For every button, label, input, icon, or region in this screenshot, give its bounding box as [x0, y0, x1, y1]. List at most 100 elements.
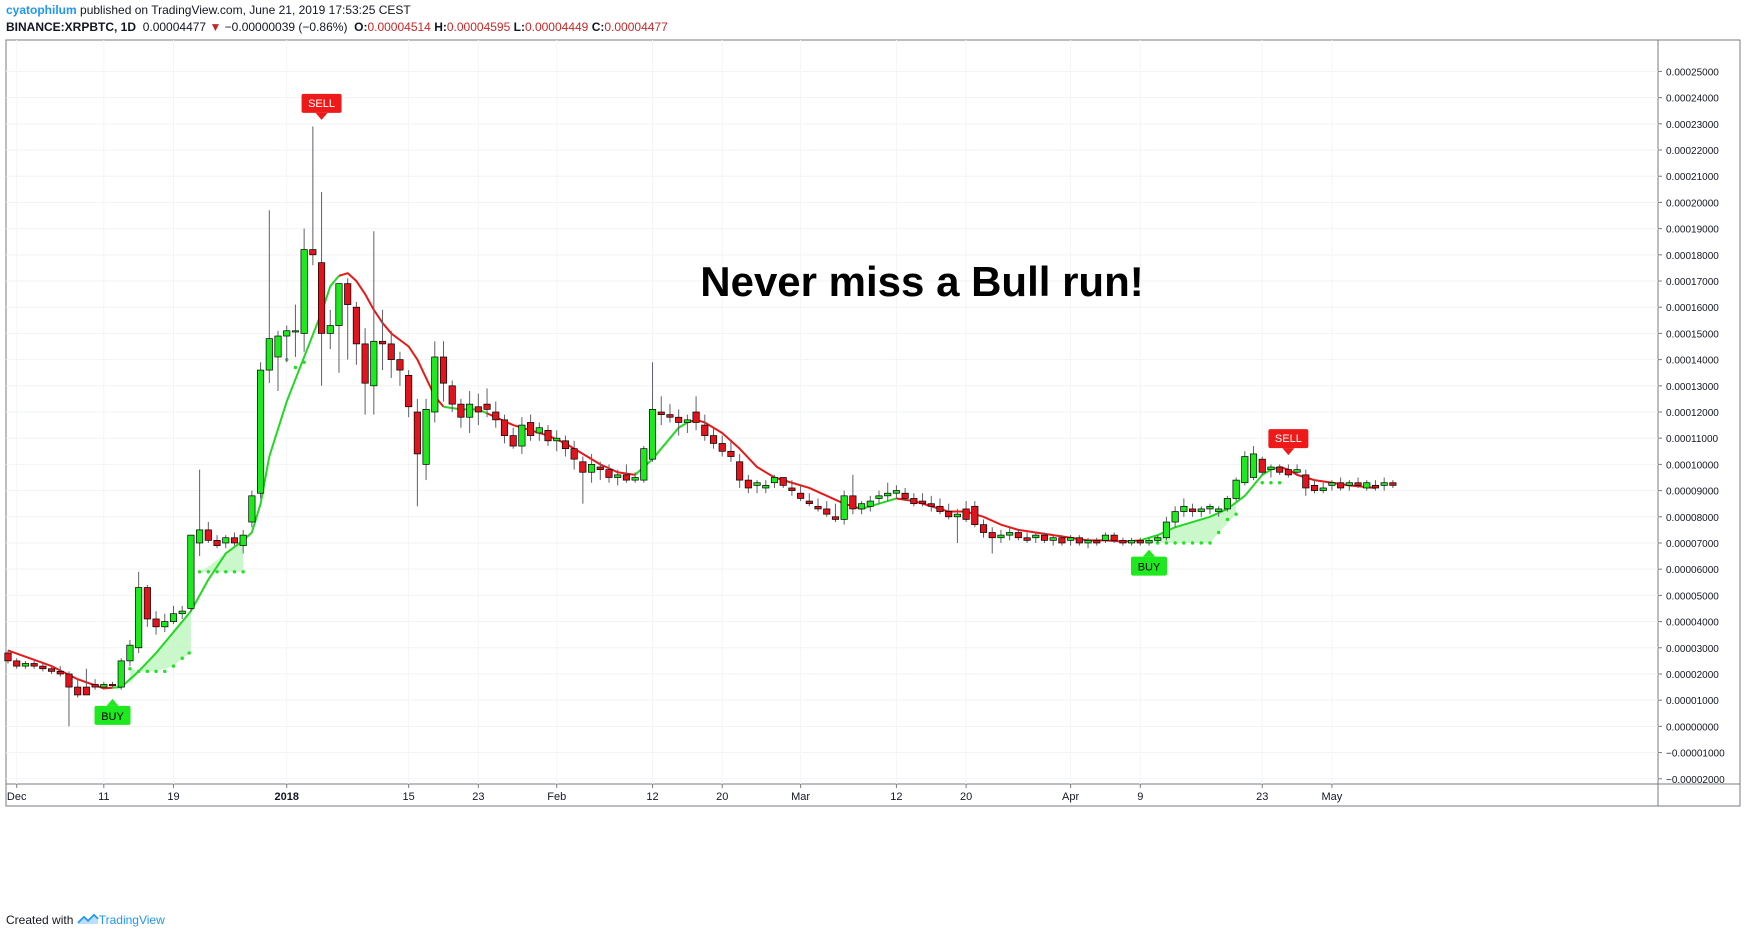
candle-body — [309, 249, 317, 256]
candle-body — [709, 435, 718, 444]
candle-down — [152, 611, 160, 635]
candle-body — [736, 461, 744, 481]
candle-down — [1014, 529, 1022, 541]
trend-fill-area — [129, 503, 1237, 685]
candle-body — [936, 505, 944, 512]
support-dot — [1173, 541, 1177, 545]
candle-down — [492, 401, 500, 428]
candle-body — [744, 479, 752, 489]
x-tick-label: 19 — [167, 791, 179, 803]
candle-up — [248, 490, 256, 528]
candle-body — [701, 424, 709, 436]
candle-down — [344, 278, 352, 360]
candle-body — [1101, 534, 1110, 541]
candle-body — [814, 505, 822, 510]
candle-down — [213, 535, 221, 549]
candle-body — [1154, 537, 1162, 541]
last-price: 0.00004477 — [142, 20, 207, 34]
candle-body — [39, 665, 47, 670]
candle-body — [1162, 521, 1170, 539]
candle-down — [13, 658, 21, 669]
candle-body — [448, 385, 456, 405]
candle-up — [1241, 451, 1249, 486]
support-dot — [1182, 541, 1186, 545]
candle-down — [91, 679, 99, 690]
candle-down — [352, 301, 360, 365]
candle-body — [1276, 466, 1284, 473]
candle-down — [204, 522, 212, 543]
candle-body — [1049, 537, 1057, 541]
candle-up — [1232, 477, 1240, 502]
candle-body — [727, 450, 735, 457]
candle-down — [945, 503, 953, 520]
candle-up — [161, 613, 169, 633]
candle-body — [553, 437, 561, 442]
candle-body — [884, 492, 892, 497]
candle-body — [1345, 482, 1353, 486]
candle-body — [13, 660, 21, 667]
candle-up — [1319, 482, 1327, 494]
candle-body — [1128, 540, 1136, 544]
candle-down — [396, 351, 404, 386]
candle-down — [378, 309, 387, 371]
candle-body — [718, 443, 726, 452]
candle-up — [1032, 532, 1040, 543]
candle-body — [248, 495, 256, 523]
candle-up — [1223, 495, 1231, 512]
author-link[interactable]: cyatophilum — [6, 3, 77, 17]
candle-down — [744, 474, 752, 494]
y-tick-label: 0.00000000 — [1666, 722, 1719, 733]
candle-body — [1093, 540, 1101, 544]
candle-down — [988, 527, 996, 554]
price-change: −0.00000039 (−0.86%) — [224, 20, 348, 34]
y-tick-label: 0.00025000 — [1666, 67, 1719, 78]
publish-text: published on TradingView.com, June 21, 2… — [80, 3, 411, 17]
candle-body — [692, 411, 700, 423]
candle-down — [39, 663, 47, 672]
candle-down — [657, 396, 665, 426]
support-dot — [187, 651, 191, 655]
signal-arrow — [1143, 549, 1156, 557]
y-tick-label: 0.00013000 — [1666, 382, 1719, 393]
candle-body — [82, 686, 90, 696]
tradingview-link[interactable]: TradingView — [98, 913, 165, 927]
candle-body — [918, 500, 927, 505]
close-label: C: — [591, 20, 605, 34]
candle-body — [1232, 479, 1240, 499]
candle-body — [1006, 532, 1014, 536]
y-tick-label: 0.00021000 — [1666, 172, 1719, 183]
candle-body — [500, 419, 509, 436]
x-tick-label: 11 — [98, 791, 109, 803]
candle-up — [1215, 506, 1223, 517]
candle-down — [108, 681, 117, 688]
candle-down — [797, 485, 805, 502]
candle-body — [91, 684, 99, 688]
candle-body — [56, 671, 64, 675]
support-dot — [197, 570, 202, 574]
support-dot — [1260, 481, 1264, 485]
candle-down — [823, 501, 831, 517]
signal-box — [1268, 429, 1309, 449]
y-tick-label: 0.00022000 — [1666, 146, 1719, 157]
buy-signal: BUY — [94, 698, 131, 725]
candle-up — [326, 309, 334, 350]
candle-down — [805, 493, 813, 507]
candle-body — [335, 283, 343, 326]
candle-body — [291, 330, 299, 333]
candle-up — [187, 534, 195, 612]
candle-body — [901, 492, 909, 499]
candle-up — [997, 529, 1005, 543]
support-dot — [145, 669, 150, 674]
candle-up — [518, 417, 526, 454]
support-dot — [1234, 512, 1238, 516]
candle-down — [1354, 477, 1362, 488]
candle-body — [396, 359, 404, 371]
candle-down — [483, 388, 491, 418]
y-tick-label: 0.00005000 — [1666, 591, 1719, 602]
candle-down — [413, 398, 421, 507]
candle-body — [1197, 508, 1205, 512]
candle-body — [945, 511, 953, 518]
support-dot — [136, 669, 141, 674]
y-tick-label: 0.00020000 — [1666, 198, 1719, 209]
